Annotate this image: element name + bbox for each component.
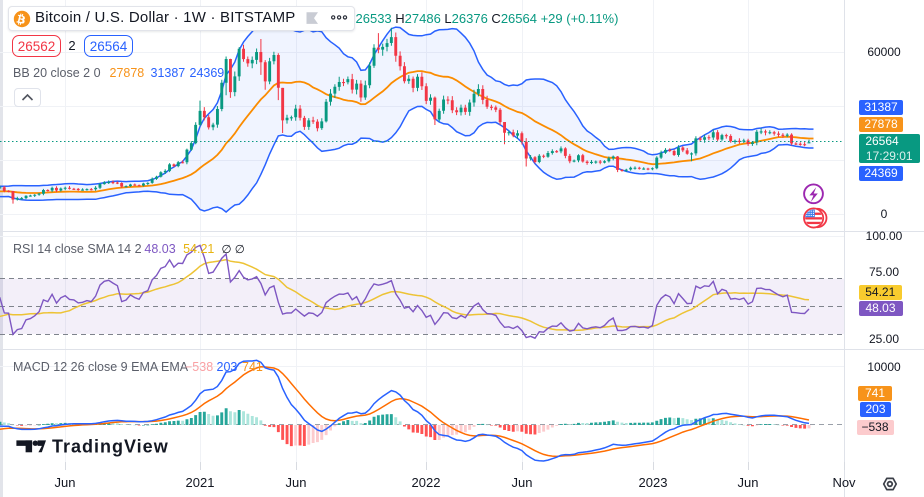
svg-text:TradingView: TradingView xyxy=(52,437,169,457)
